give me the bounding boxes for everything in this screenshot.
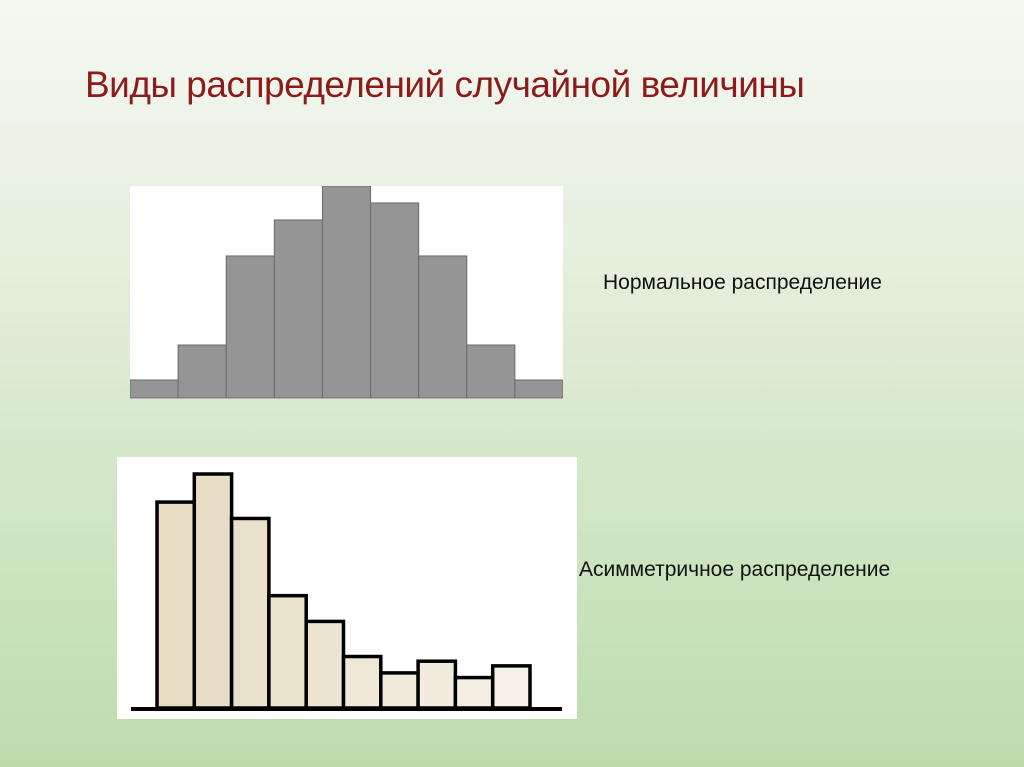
histogram-bar (416, 659, 458, 710)
skewed-distribution-label: Асимметричное распределение (579, 558, 891, 581)
histogram-bar (273, 219, 323, 399)
normal-distribution-histogram (130, 186, 563, 399)
histogram-bar (130, 379, 179, 399)
normal-distribution-label: Нормальное распределение (603, 271, 882, 294)
histogram-bar (192, 472, 234, 710)
histogram-bar (177, 344, 227, 399)
histogram-bar (229, 516, 271, 710)
histogram-bar (466, 344, 516, 399)
histogram-bar (267, 593, 308, 710)
histogram-bar (321, 186, 372, 399)
histogram-bar (155, 500, 197, 710)
skewed-distribution-histogram (117, 457, 577, 719)
histogram-bar (490, 664, 532, 710)
slide-title: Виды распределений случайной величины (85, 64, 805, 105)
histogram-bar (370, 202, 420, 399)
histogram-bar (514, 379, 563, 399)
histogram-bar (379, 671, 420, 710)
histogram-bar (341, 654, 383, 710)
histogram-bar (225, 255, 275, 399)
histogram-bar (304, 619, 346, 710)
histogram-bar (453, 675, 495, 710)
histogram-bar (418, 255, 468, 399)
